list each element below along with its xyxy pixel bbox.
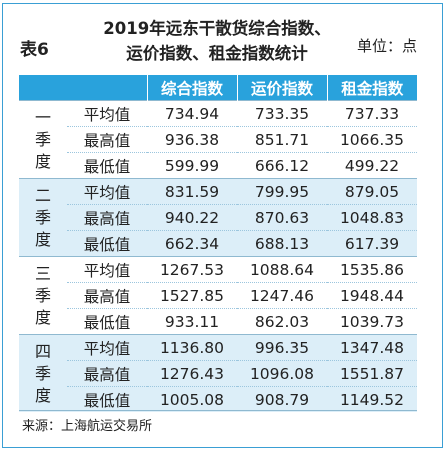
value-cell: 1527.85 — [147, 282, 237, 309]
value-cell: 1039.73 — [327, 308, 417, 335]
quarter-label-char: 二 — [34, 185, 51, 205]
table-title: 2019年远东干散货综合指数、 运价指数、租金指数统计 — [82, 16, 352, 66]
value-cell: 799.95 — [237, 178, 327, 205]
quarter-label-char: 季 — [34, 207, 51, 227]
value-cell: 940.22 — [147, 204, 237, 231]
quarter-label-char: 季 — [34, 285, 51, 305]
quarter-label-char: 季 — [34, 129, 51, 149]
bottom-rule — [19, 410, 417, 411]
table-row: 最低值 933.11 862.03 1039.73 — [19, 308, 417, 335]
row-label: 最低值 — [67, 308, 147, 335]
column-header: 租金指数 — [326, 75, 417, 101]
value-cell: 1347.48 — [327, 334, 417, 361]
value-cell: 879.05 — [327, 178, 417, 205]
quarter-label: 二季度 — [19, 178, 67, 257]
table-row: 二季度平均值 831.59 799.95 879.05 — [19, 178, 417, 257]
row-label: 最高值 — [67, 360, 147, 387]
table-row: 最低值 1005.08 908.79 1149.52 — [19, 386, 417, 412]
value-cell: 1551.87 — [327, 360, 417, 387]
quarter-label-char: 度 — [34, 151, 51, 171]
value-cell: 1247.46 — [237, 282, 327, 309]
quarter-label-char: 度 — [34, 307, 51, 327]
table-row: 最高值 1527.85 1247.46 1948.44 — [19, 282, 417, 309]
row-label: 平均值 — [67, 256, 147, 283]
value-cell: 933.11 — [147, 308, 237, 335]
table-row: 一季度平均值 734.94 733.35 737.33 — [19, 100, 417, 179]
table-row: 最低值 662.34 688.13 617.39 — [19, 230, 417, 257]
value-cell: 870.63 — [237, 204, 327, 231]
value-cell: 1149.52 — [327, 386, 417, 412]
row-label: 最高值 — [67, 282, 147, 309]
value-cell: 1535.86 — [327, 256, 417, 283]
quarter-label-char: 三 — [34, 263, 51, 283]
value-cell: 862.03 — [237, 308, 327, 335]
table-row: 最高值 936.38 851.71 1066.35 — [19, 126, 417, 153]
row-label: 最高值 — [67, 126, 147, 153]
value-cell: 908.79 — [237, 386, 327, 412]
value-cell: 599.99 — [147, 152, 237, 179]
row-label: 平均值 — [67, 100, 147, 127]
table-row: 最高值 1276.43 1096.08 1551.87 — [19, 360, 417, 387]
row-label: 平均值 — [67, 334, 147, 361]
row-label: 平均值 — [67, 178, 147, 205]
value-cell: 1136.80 — [147, 334, 237, 361]
row-label: 最低值 — [67, 152, 147, 179]
column-header: 运价指数 — [236, 75, 327, 101]
quarter-label-char: 度 — [34, 229, 51, 249]
value-cell: 688.13 — [237, 230, 327, 257]
value-cell: 734.94 — [147, 100, 237, 127]
title-line-2: 运价指数、租金指数统计 — [126, 44, 308, 63]
quarter-label: 四季度 — [19, 334, 67, 412]
quarter-label-char: 一 — [34, 107, 51, 127]
value-cell: 1948.44 — [327, 282, 417, 309]
quarter-label-char: 季 — [34, 363, 51, 383]
value-cell: 1276.43 — [147, 360, 237, 387]
value-cell: 737.33 — [327, 100, 417, 127]
quarter-label: 三季度 — [19, 256, 67, 335]
quarter-label-char: 四 — [34, 341, 51, 361]
table-row: 最高值 940.22 870.63 1048.83 — [19, 204, 417, 231]
source-note: 来源：上海航运交易所 — [22, 419, 153, 434]
table-row: 三季度平均值 1267.53 1088.64 1535.86 — [19, 256, 417, 335]
table-row: 四季度平均值 1136.80 996.35 1347.48 — [19, 334, 417, 412]
document-frame — [2, 3, 443, 448]
value-cell: 617.39 — [327, 230, 417, 257]
table-row: 最低值 599.99 666.12 499.22 — [19, 152, 417, 179]
value-cell: 936.38 — [147, 126, 237, 153]
value-cell: 851.71 — [237, 126, 327, 153]
quarter-label: 一季度 — [19, 100, 67, 179]
row-label: 最低值 — [67, 230, 147, 257]
value-cell: 662.34 — [147, 230, 237, 257]
statistics-table: 综合指数 运价指数 租金指数 一季度平均值 734.94 733.35 737.33 最… — [19, 75, 417, 412]
value-cell: 831.59 — [147, 178, 237, 205]
column-header: 综合指数 — [146, 75, 237, 101]
unit-label: 单位：点 — [357, 37, 418, 55]
value-cell: 996.35 — [237, 334, 327, 361]
title-line-1: 2019年远东干散货综合指数、 — [103, 19, 331, 38]
value-cell: 1088.64 — [237, 256, 327, 283]
value-cell: 1096.08 — [237, 360, 327, 387]
value-cell: 733.35 — [237, 100, 327, 127]
table-header-row: 综合指数 运价指数 租金指数 — [19, 75, 417, 101]
table-number: 表6 — [20, 40, 49, 60]
value-cell: 1267.53 — [147, 256, 237, 283]
header-blank-cell — [19, 75, 147, 101]
row-label: 最高值 — [67, 204, 147, 231]
value-cell: 1066.35 — [327, 126, 417, 153]
value-cell: 1048.83 — [327, 204, 417, 231]
quarter-label-char: 度 — [34, 385, 51, 405]
value-cell: 499.22 — [327, 152, 417, 179]
row-label: 最低值 — [67, 386, 147, 412]
value-cell: 1005.08 — [147, 386, 237, 412]
value-cell: 666.12 — [237, 152, 327, 179]
